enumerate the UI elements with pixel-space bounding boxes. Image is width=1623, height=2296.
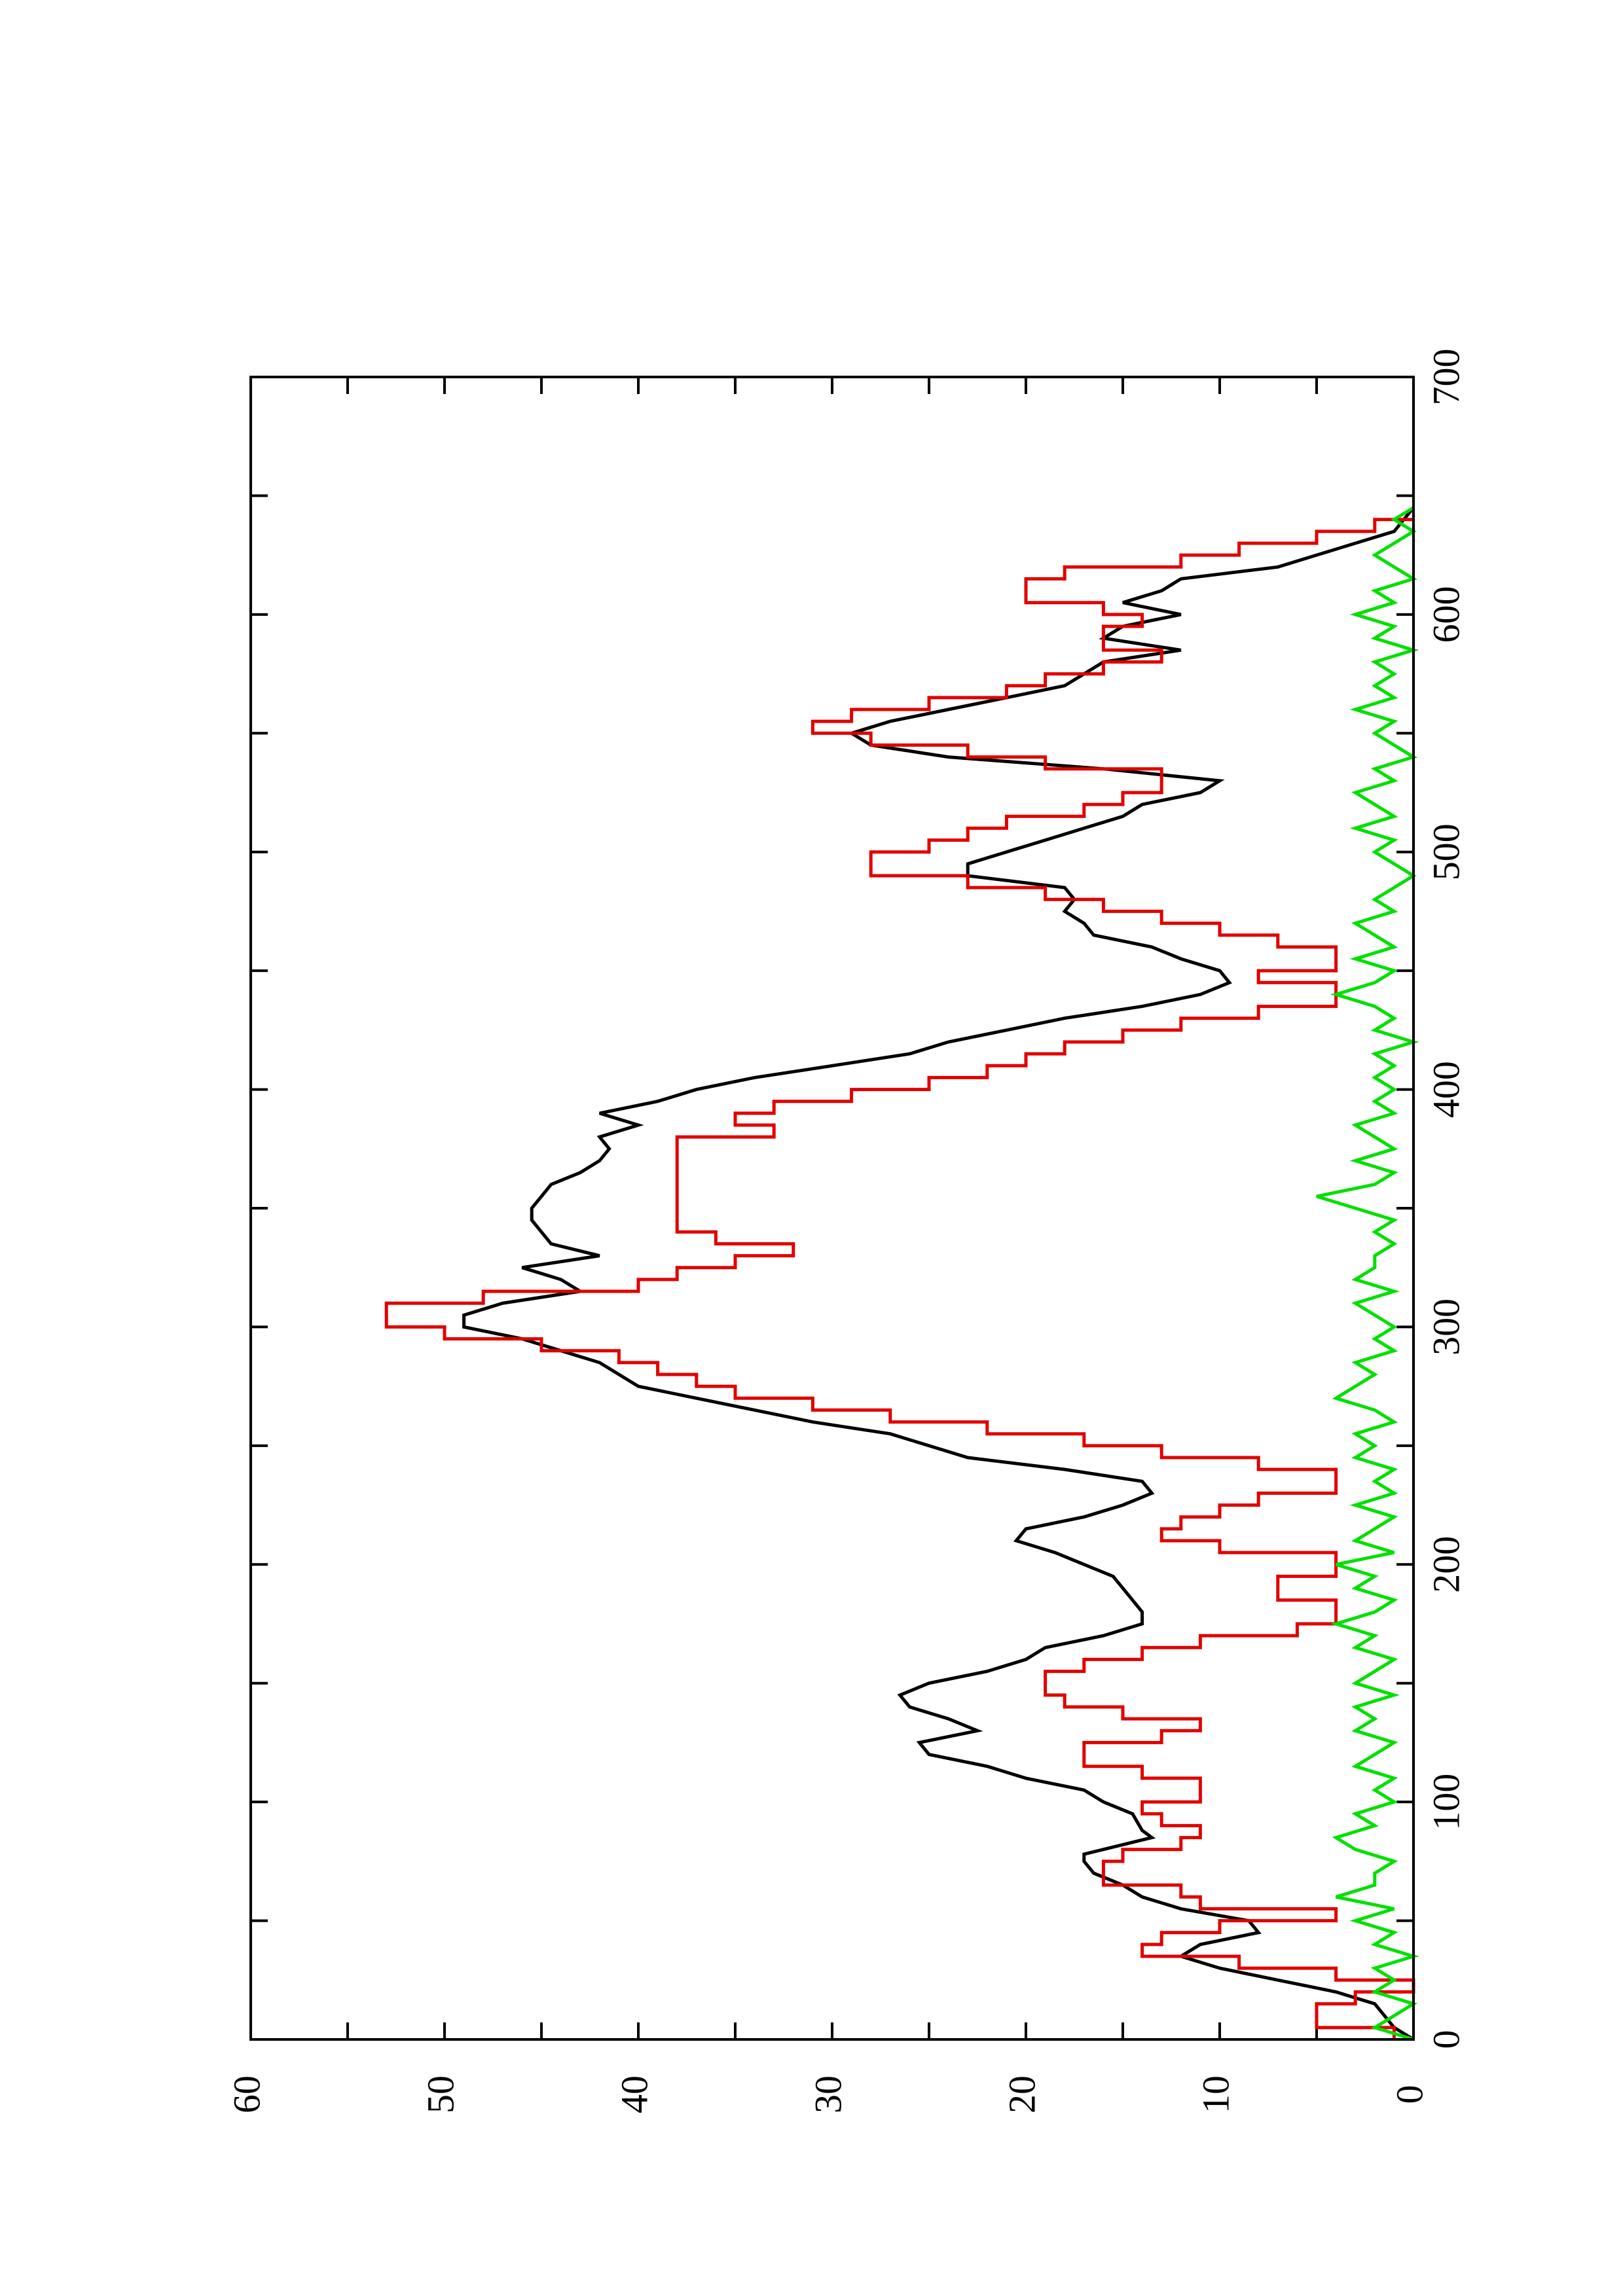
y-tick-label: 10	[1194, 2075, 1237, 2113]
x-tick-label: 300	[1425, 1299, 1467, 1355]
series-line-1	[462, 507, 1415, 2041]
x-tick-label: 600	[1425, 586, 1467, 643]
y-tick-label: 0	[1388, 2085, 1431, 2104]
x-axis-ticks: 0 100 200 300 400 500 600 700	[251, 349, 1467, 2049]
plot-frame	[249, 376, 1415, 2041]
series-line-3	[1316, 506, 1419, 2041]
y-tick-label: 50	[419, 2075, 462, 2113]
y-tick-label: 40	[613, 2075, 655, 2113]
y-tick-label: 30	[807, 2075, 849, 2113]
y-tick-label: 60	[225, 2075, 268, 2113]
x-tick-label: 0	[1425, 2030, 1467, 2049]
series-line-2	[384, 518, 1415, 2039]
x-tick-label: 400	[1425, 1061, 1467, 1118]
plot-frame-rect	[249, 376, 1415, 2041]
x-tick-label: 200	[1425, 1536, 1467, 1593]
x-tick-label: 500	[1425, 823, 1467, 880]
y-axis-ticks: 0 10 20 30 40 50 60	[225, 377, 1431, 2113]
series-lines	[384, 506, 1419, 2041]
x-tick-label: 700	[1425, 349, 1467, 406]
y-tick-label: 20	[1000, 2075, 1043, 2113]
x-tick-label: 100	[1425, 1774, 1467, 1831]
